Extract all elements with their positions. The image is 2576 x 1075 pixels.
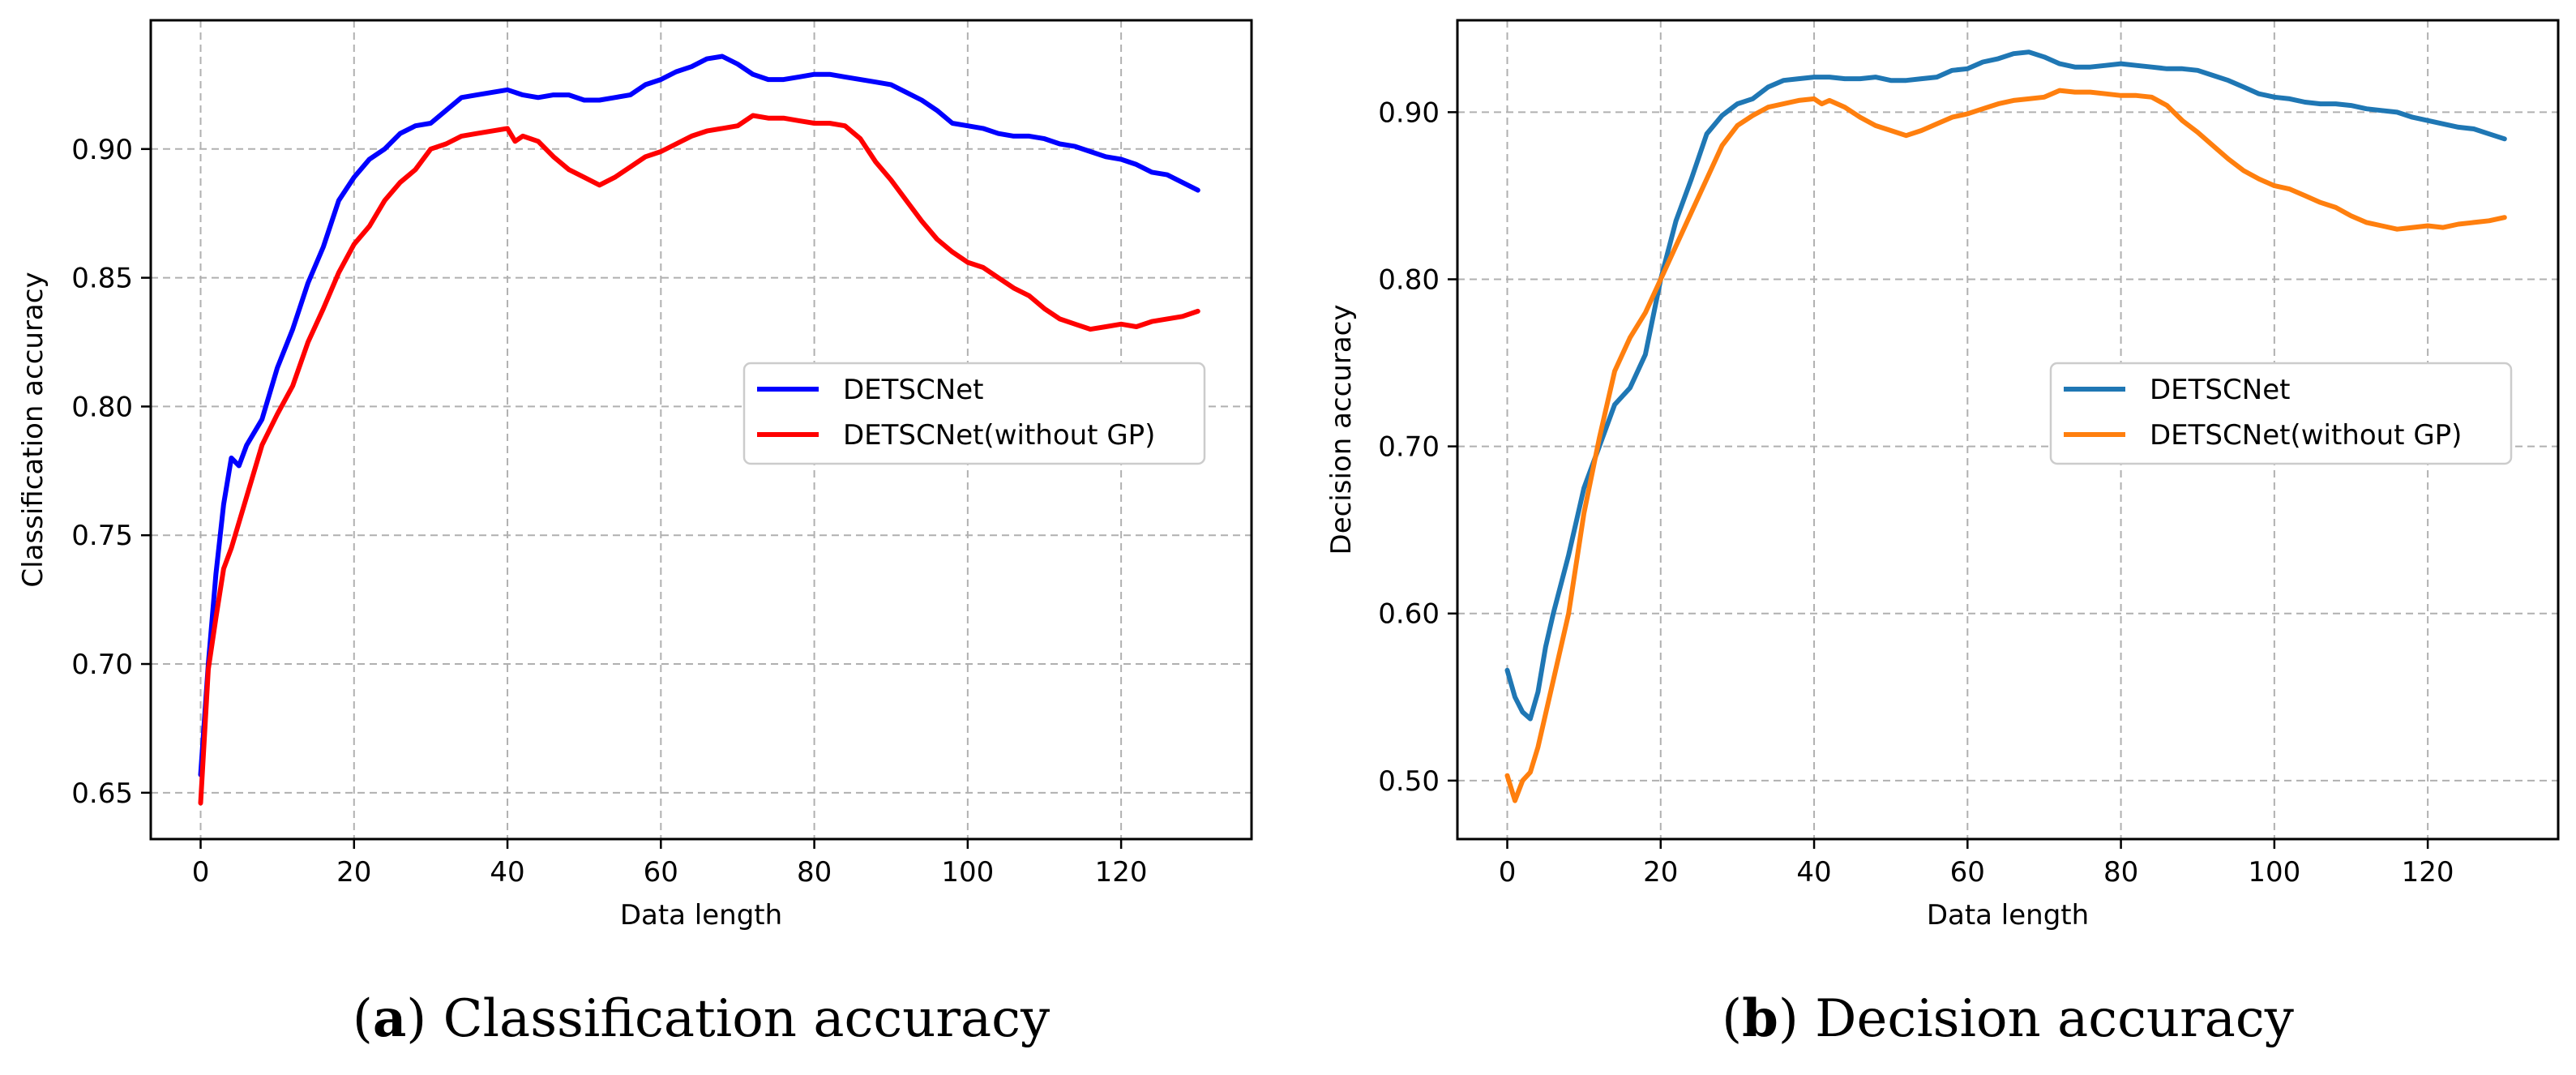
panel-a-x-axis-label: Data length bbox=[620, 899, 782, 932]
panel-b-x-tick-label: 20 bbox=[1643, 856, 1678, 889]
panel-a-legend-box bbox=[742, 362, 1206, 465]
panel-b-series-line-detscnet-without-gp bbox=[1504, 88, 2507, 803]
panel-a-legend-label-without-gp: DETSCNet(without GP) bbox=[843, 419, 1155, 452]
panel-a-legend-label-detscnet: DETSCNet bbox=[843, 374, 983, 406]
panel-b-x-tick-label: 120 bbox=[2402, 856, 2454, 889]
panel-a-y-tick-label: 0.70 bbox=[71, 649, 133, 681]
panel-b-x-tick-label: 60 bbox=[1950, 856, 1985, 889]
panel-b-y-axis-label: Decision accuracy bbox=[1325, 305, 1358, 555]
panel-a-y-tick-label: 0.85 bbox=[71, 263, 133, 295]
panel-a-y-tick-label: 0.75 bbox=[71, 520, 133, 552]
panel-b-y-tick-label: 0.80 bbox=[1378, 263, 1440, 296]
panel-b-x-tick-label: 100 bbox=[2248, 856, 2300, 889]
panel-a-series-line-detscnet bbox=[198, 54, 1200, 777]
panel-b-y-tick-label: 0.90 bbox=[1378, 96, 1440, 129]
panel-b-legend-box bbox=[2049, 362, 2513, 465]
panel-a-x-tick-label: 60 bbox=[644, 856, 678, 889]
panel-b-legend: DETSCNet DETSCNet(without GP) bbox=[2049, 362, 2513, 465]
panel-b-x-tick-label: 40 bbox=[1796, 856, 1831, 889]
panel-b-x-tick-label: 0 bbox=[1499, 856, 1517, 889]
panel-a-caption-text: Classification accuracy bbox=[443, 989, 1051, 1049]
panel-a-x-tick-label: 20 bbox=[336, 856, 371, 889]
panel-a-x-ticks: 0 20 40 60 80 100 120 bbox=[192, 839, 1148, 889]
panel-a-plot-frame bbox=[149, 19, 1253, 841]
panel-a-x-tick-label: 120 bbox=[1095, 856, 1148, 889]
panel-b-y-ticks: 0.50 0.60 0.70 0.80 0.90 bbox=[1378, 96, 1457, 798]
panel-a-x-tick-label: 0 bbox=[192, 856, 210, 889]
panel-b-series bbox=[1504, 49, 2507, 803]
panel-b-legend-label-detscnet: DETSCNet bbox=[2150, 374, 2290, 406]
panel-a-y-axis-label: Classification accuracy bbox=[17, 272, 49, 587]
panel-b-y-tick-label: 0.60 bbox=[1378, 598, 1440, 631]
panel-b-x-ticks: 0 20 40 60 80 100 120 bbox=[1499, 839, 2454, 889]
panel-a-legend: DETSCNet DETSCNet(without GP) bbox=[742, 362, 1206, 465]
panel-a-y-tick-label: 0.80 bbox=[71, 391, 133, 423]
panel-a-series bbox=[198, 54, 1200, 806]
panel-a-chart: 0 20 40 60 80 100 120 0.65 0.70 0.75 0.80 0.85 0.90… bbox=[17, 19, 1253, 1049]
panel-a-y-ticks: 0.65 0.70 0.75 0.80 0.85 0.90 bbox=[71, 134, 151, 810]
panel-b-grid bbox=[1457, 20, 2558, 839]
panel-a-x-tick-label: 40 bbox=[490, 856, 524, 889]
panel-b-y-tick-label: 0.50 bbox=[1378, 765, 1440, 798]
panel-a-caption: (a) Classification accuracy bbox=[353, 988, 1050, 1049]
panel-a-caption-letter: a bbox=[373, 988, 406, 1049]
panel-a-x-tick-label: 100 bbox=[941, 856, 994, 889]
panel-a-y-tick-label: 0.65 bbox=[71, 777, 133, 810]
panel-a-y-tick-label: 0.90 bbox=[71, 134, 133, 166]
panel-b-plot-frame bbox=[1456, 19, 2560, 841]
panel-b-legend-label-without-gp: DETSCNet(without GP) bbox=[2150, 419, 2462, 452]
panel-b-series-line-detscnet bbox=[1504, 49, 2507, 722]
panel-b-caption: (b) Decision accuracy bbox=[1722, 988, 2294, 1049]
panel-a-series-line-detscnet-without-gp bbox=[198, 113, 1200, 806]
panel-b-x-tick-label: 80 bbox=[2103, 856, 2138, 889]
panel-b-x-axis-label: Data length bbox=[1927, 899, 2089, 932]
panel-b-y-tick-label: 0.70 bbox=[1378, 431, 1440, 464]
panel-b-caption-letter: b bbox=[1742, 988, 1778, 1049]
panel-a-x-tick-label: 80 bbox=[797, 856, 832, 889]
panel-b-chart: 0 20 40 60 80 100 120 0.50 0.60 0.70 0.80 0.90 Dat… bbox=[1325, 19, 2560, 1049]
panel-b-caption-text: Decision accuracy bbox=[1815, 989, 2294, 1049]
